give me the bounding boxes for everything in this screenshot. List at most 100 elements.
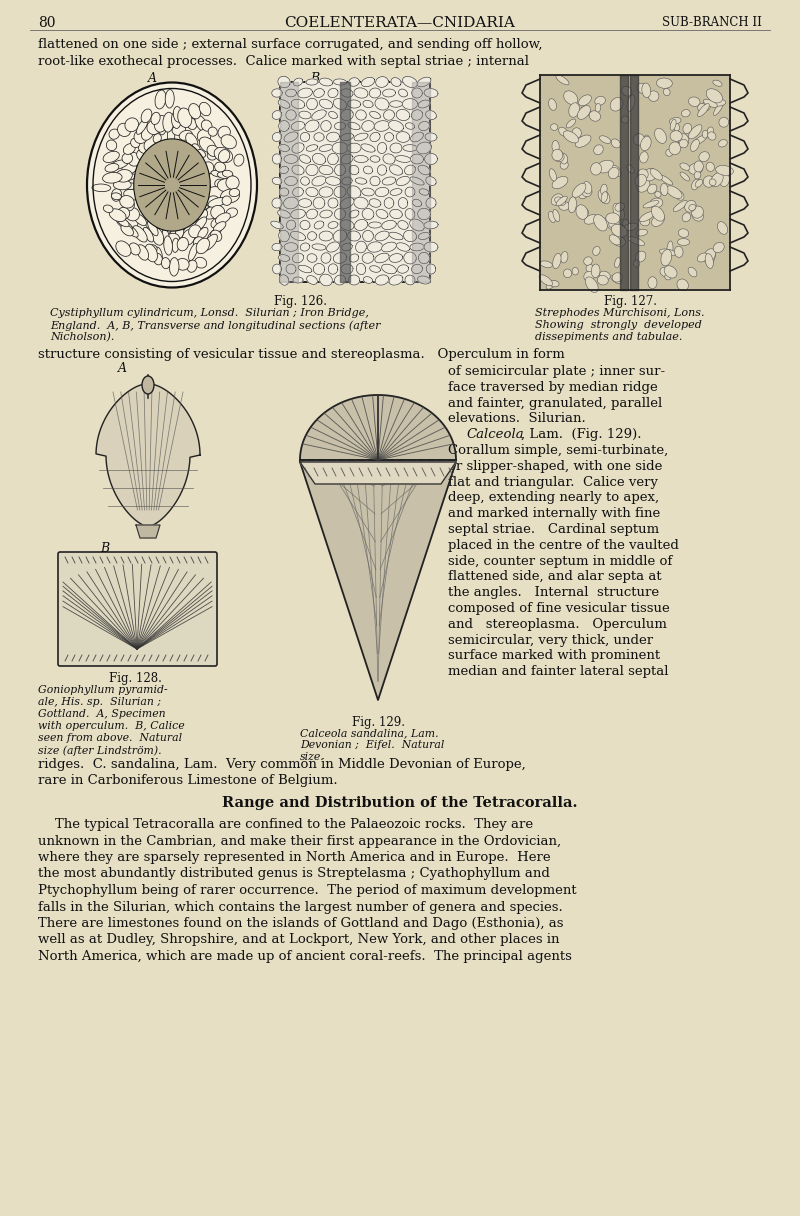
Ellipse shape	[578, 136, 586, 143]
Ellipse shape	[640, 152, 648, 163]
Text: flat and triangular.  Calice very: flat and triangular. Calice very	[448, 475, 658, 489]
Ellipse shape	[155, 90, 166, 109]
Polygon shape	[278, 210, 290, 218]
Ellipse shape	[558, 128, 568, 136]
Text: semicircular, very thick, under: semicircular, very thick, under	[448, 634, 653, 647]
Ellipse shape	[202, 162, 214, 174]
Text: The typical Tetracoralla are confined to the Palaeozoic rocks.  They are: The typical Tetracoralla are confined to…	[38, 818, 533, 831]
Polygon shape	[293, 277, 303, 283]
Polygon shape	[402, 77, 418, 88]
Polygon shape	[418, 276, 430, 285]
Ellipse shape	[174, 179, 190, 190]
Ellipse shape	[202, 120, 212, 131]
Ellipse shape	[708, 249, 716, 266]
Polygon shape	[426, 111, 437, 119]
Polygon shape	[272, 89, 282, 97]
Ellipse shape	[137, 150, 147, 161]
Ellipse shape	[214, 221, 226, 232]
Ellipse shape	[678, 238, 690, 246]
Polygon shape	[349, 165, 359, 175]
Ellipse shape	[194, 216, 206, 231]
Polygon shape	[290, 231, 306, 241]
Ellipse shape	[622, 86, 632, 96]
Ellipse shape	[613, 203, 625, 220]
Ellipse shape	[556, 75, 569, 85]
Ellipse shape	[639, 212, 654, 221]
Ellipse shape	[561, 252, 568, 263]
Ellipse shape	[552, 176, 568, 188]
Ellipse shape	[130, 139, 140, 147]
Ellipse shape	[678, 134, 689, 146]
Polygon shape	[284, 243, 298, 252]
Polygon shape	[306, 187, 318, 197]
Ellipse shape	[222, 170, 233, 178]
Ellipse shape	[109, 129, 119, 140]
Ellipse shape	[173, 186, 190, 201]
Polygon shape	[342, 243, 352, 250]
Ellipse shape	[691, 179, 699, 190]
Ellipse shape	[718, 171, 730, 186]
Ellipse shape	[124, 199, 134, 210]
Ellipse shape	[179, 213, 192, 224]
Text: B: B	[310, 72, 319, 85]
Text: the angles.   Internal  structure: the angles. Internal structure	[448, 586, 659, 599]
Polygon shape	[319, 231, 333, 241]
Ellipse shape	[178, 108, 192, 128]
Ellipse shape	[167, 126, 174, 145]
Ellipse shape	[710, 173, 723, 187]
Ellipse shape	[578, 95, 591, 106]
Ellipse shape	[693, 135, 707, 146]
Polygon shape	[389, 120, 403, 131]
Ellipse shape	[690, 140, 699, 152]
Ellipse shape	[612, 272, 622, 282]
Ellipse shape	[186, 145, 196, 154]
Ellipse shape	[198, 129, 211, 142]
Text: size.: size.	[300, 751, 325, 762]
Ellipse shape	[150, 215, 157, 224]
Ellipse shape	[581, 107, 592, 116]
Polygon shape	[375, 275, 389, 285]
Ellipse shape	[719, 118, 729, 128]
Polygon shape	[363, 167, 373, 174]
Ellipse shape	[654, 129, 666, 143]
Ellipse shape	[702, 130, 708, 139]
Ellipse shape	[176, 221, 186, 232]
Polygon shape	[390, 188, 402, 196]
Ellipse shape	[594, 96, 606, 106]
Ellipse shape	[698, 103, 706, 112]
Ellipse shape	[164, 236, 173, 255]
Polygon shape	[292, 142, 304, 153]
Ellipse shape	[122, 161, 137, 174]
Ellipse shape	[195, 116, 207, 131]
Ellipse shape	[707, 126, 714, 135]
Ellipse shape	[572, 268, 578, 275]
Ellipse shape	[134, 130, 148, 143]
Polygon shape	[306, 98, 318, 109]
Polygon shape	[419, 188, 429, 196]
Text: of semicircular plate ; inner sur-: of semicircular plate ; inner sur-	[448, 365, 665, 378]
Polygon shape	[299, 111, 311, 119]
Ellipse shape	[187, 118, 197, 130]
Ellipse shape	[599, 136, 611, 143]
Polygon shape	[298, 198, 312, 207]
Ellipse shape	[226, 176, 239, 190]
Ellipse shape	[164, 204, 177, 224]
Polygon shape	[286, 264, 296, 274]
Polygon shape	[341, 154, 353, 164]
Ellipse shape	[636, 230, 647, 236]
Ellipse shape	[674, 191, 684, 201]
Polygon shape	[418, 100, 430, 108]
Polygon shape	[370, 133, 380, 141]
Ellipse shape	[706, 89, 722, 103]
Polygon shape	[418, 208, 430, 220]
Polygon shape	[347, 231, 361, 241]
Ellipse shape	[703, 176, 714, 187]
Ellipse shape	[661, 184, 668, 196]
Ellipse shape	[184, 208, 200, 224]
Ellipse shape	[192, 173, 209, 187]
Ellipse shape	[598, 275, 608, 285]
Ellipse shape	[594, 215, 607, 231]
Polygon shape	[382, 220, 396, 230]
Ellipse shape	[155, 181, 166, 191]
Polygon shape	[378, 164, 386, 175]
